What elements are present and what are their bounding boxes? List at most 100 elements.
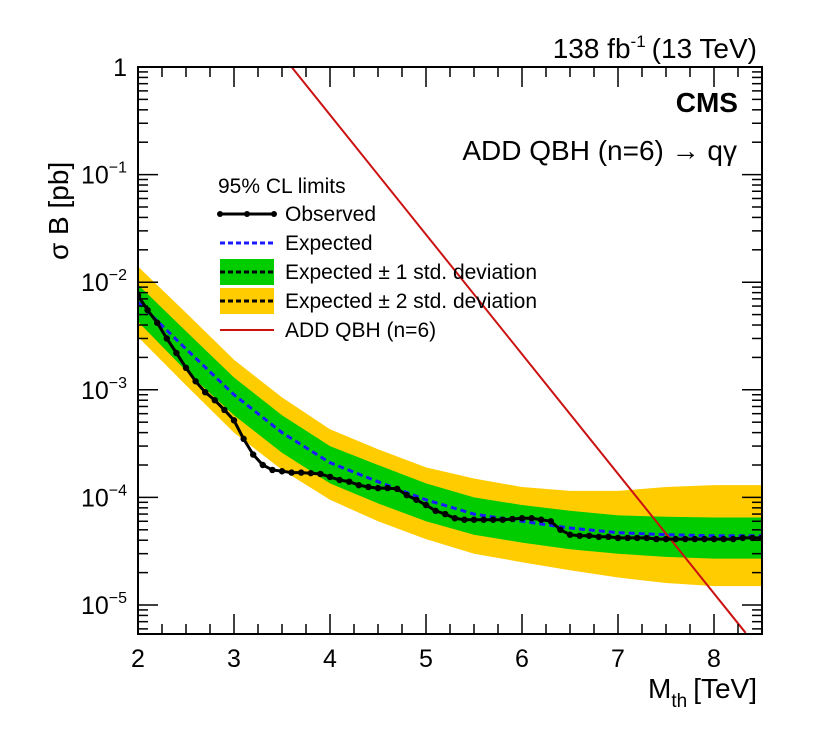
plot-area <box>138 67 762 634</box>
observed-point <box>509 515 516 523</box>
observed-point <box>346 478 353 485</box>
legend-observed-marker-mid <box>244 211 250 217</box>
observed-point <box>662 535 670 543</box>
observed-point <box>490 516 497 523</box>
observed-point <box>710 535 718 543</box>
observed-point <box>470 516 478 523</box>
observed-point <box>442 510 449 518</box>
observed-point <box>720 535 727 543</box>
observed-point <box>394 485 401 493</box>
observed-point <box>288 469 295 476</box>
observed-point <box>192 378 199 385</box>
observed-point <box>221 406 228 414</box>
legend: 95% CL limits Observed Expected Expected… <box>217 175 537 342</box>
observed-point <box>144 306 151 314</box>
legend-band2-label: Expected ± 2 std. deviation <box>285 290 537 313</box>
observed-point <box>586 532 593 539</box>
observed-point <box>240 435 247 443</box>
x-tick-label: 2 <box>131 645 145 673</box>
lumi-value: 138 fb <box>553 33 631 64</box>
observed-point <box>269 466 276 474</box>
legend-observed-marker-left <box>217 211 223 217</box>
observed-point <box>566 531 574 538</box>
observed-point <box>691 535 698 543</box>
observed-point <box>672 535 679 543</box>
observed-point <box>422 501 430 509</box>
x-tick-label: 7 <box>611 645 625 673</box>
y-tick-label: 10−1 <box>81 160 127 190</box>
observed-point <box>374 484 382 492</box>
legend-observed-marker-right <box>271 211 277 217</box>
observed-point <box>355 481 362 489</box>
observed-point <box>230 417 238 424</box>
observed-point <box>163 335 170 342</box>
observed-point <box>518 515 526 522</box>
legend-theory-label: ADD QBH (n=6) <box>285 319 436 342</box>
observed-point <box>739 534 746 542</box>
observed-point <box>682 535 689 543</box>
observed-point <box>365 483 372 491</box>
observed-point <box>605 533 612 541</box>
x-axis-unit: [TeV] <box>693 673 757 704</box>
band-1sigma <box>138 284 762 559</box>
observed-point <box>250 451 257 458</box>
observed-point <box>480 516 487 523</box>
observed-point <box>432 507 439 515</box>
x-tick-label: 5 <box>419 645 433 673</box>
observed-point <box>211 397 218 404</box>
observed-point <box>326 473 334 481</box>
legend-expected-label: Expected <box>285 232 373 255</box>
lumi-energy: (13 TeV) <box>652 33 757 64</box>
x-axis-sub: th <box>671 691 687 712</box>
observed-point <box>538 516 545 523</box>
x-tick-label: 6 <box>515 645 529 673</box>
y-tick-label: 10−3 <box>81 375 127 405</box>
observed-point <box>595 533 602 541</box>
observed-point <box>451 515 458 522</box>
lumi-label: 138 fb-1 (13 TeV) <box>553 32 757 64</box>
observed-point <box>278 468 286 475</box>
legend-observed-label: Observed <box>285 203 376 226</box>
experiment-label: CMS <box>676 87 738 118</box>
observed-point <box>614 534 622 542</box>
observed-point <box>576 532 583 539</box>
observed-point <box>499 516 506 523</box>
observed-point <box>547 518 554 525</box>
lumi-exponent: -1 <box>631 32 646 51</box>
x-tick-label: 8 <box>707 645 721 673</box>
observed-point <box>653 535 660 543</box>
observed-point <box>317 470 324 478</box>
observed-point <box>557 526 564 533</box>
observed-point <box>182 364 190 372</box>
y-tick-label: 10−5 <box>81 590 127 620</box>
observed-point <box>643 534 650 542</box>
axis-ticks <box>137 66 763 634</box>
observed-point <box>730 535 737 543</box>
x-tick-label: 3 <box>227 645 241 673</box>
observed-point <box>403 491 410 499</box>
observed-point <box>154 319 161 326</box>
observed-point <box>528 515 535 522</box>
limit-lines <box>138 67 762 634</box>
band-2sigma <box>138 266 762 587</box>
model-label: ADD QBH (n=6) → qγ <box>462 135 737 166</box>
observed-point <box>298 469 305 476</box>
x-tick-labels: 2 3 4 5 6 7 8 <box>131 645 721 673</box>
y-tick-label: 10−2 <box>81 267 127 297</box>
observed-point <box>701 535 708 543</box>
observed-point <box>336 476 343 484</box>
legend-header: 95% CL limits <box>218 175 346 198</box>
x-tick-label: 4 <box>323 645 337 673</box>
observed-point <box>624 534 631 542</box>
y-tick-label: 10−4 <box>81 482 127 512</box>
observed-point <box>413 496 420 503</box>
observed-point <box>202 388 209 396</box>
observed-point <box>173 349 180 357</box>
y-tick-label: 1 <box>113 54 127 82</box>
observed-point <box>461 516 468 523</box>
expected-line <box>138 301 762 538</box>
observed-point <box>384 484 391 492</box>
observed-point <box>307 469 314 477</box>
legend-band1-label: Expected ± 1 std. deviation <box>285 261 537 284</box>
